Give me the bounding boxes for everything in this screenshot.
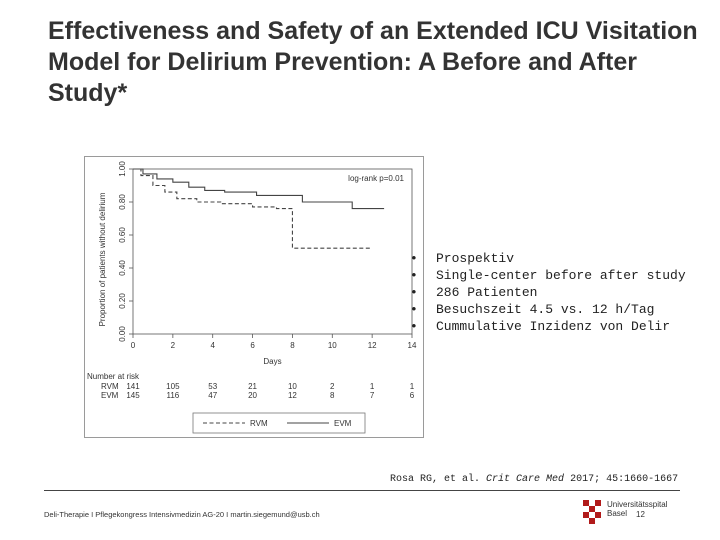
legend-label: RVM bbox=[250, 419, 268, 428]
x-tick-label: 10 bbox=[328, 341, 337, 350]
citation-details: 2017; 45:1660-1667 bbox=[570, 474, 679, 485]
footer-text: Deli-Therapie I Pflegekongress Intensivm… bbox=[44, 510, 320, 519]
page-number: 12 bbox=[636, 510, 645, 519]
y-tick-label: 0.60 bbox=[118, 227, 127, 243]
logrank-annotation: log-rank p=0.01 bbox=[348, 174, 404, 183]
risk-value: 145 bbox=[126, 391, 140, 400]
risk-value: 20 bbox=[248, 391, 257, 400]
legend-label: EVM bbox=[334, 419, 352, 428]
footer-divider bbox=[44, 490, 680, 491]
risk-value: 1 bbox=[370, 382, 375, 391]
risk-value: 47 bbox=[208, 391, 217, 400]
y-axis-label: Proportion of patients without delirium bbox=[98, 192, 107, 326]
risk-value: 141 bbox=[126, 382, 140, 391]
bullet-item: 286 Patienten bbox=[410, 284, 715, 301]
x-tick-label: 14 bbox=[408, 341, 417, 350]
risk-value: 53 bbox=[208, 382, 217, 391]
bullet-item: Besuchszeit 4.5 vs. 12 h/Tag bbox=[410, 301, 715, 318]
km-chart: 0 2 4 6 8 10 12 140.000.200.400.600.801.00Propo… bbox=[87, 161, 417, 434]
risk-table-label: Number at risk bbox=[87, 372, 140, 381]
citation-authors: Rosa RG, et al. bbox=[390, 474, 481, 485]
risk-value: 105 bbox=[166, 382, 180, 391]
logo-line-1: Universitätsspital bbox=[607, 500, 668, 509]
risk-value: 12 bbox=[288, 391, 297, 400]
y-tick-label: 0.80 bbox=[118, 194, 127, 210]
risk-value: 7 bbox=[370, 391, 375, 400]
risk-row-label: RVM bbox=[101, 382, 119, 391]
bullet-item: Cummulative Inzidenz von Delir bbox=[410, 318, 715, 335]
y-tick-label: 0.00 bbox=[118, 326, 127, 342]
risk-row-label: EVM bbox=[101, 391, 119, 400]
citation-journal: Crit Care Med bbox=[486, 474, 565, 485]
risk-value: 1 bbox=[410, 382, 415, 391]
x-tick-label: 6 bbox=[250, 341, 255, 350]
risk-value: 6 bbox=[410, 391, 415, 400]
bullet-item: Single-center before after study bbox=[410, 267, 715, 284]
x-axis-label: Days bbox=[263, 357, 281, 366]
bullet-list: Prospektiv Single-center before after st… bbox=[410, 250, 715, 335]
hospital-emblem-icon bbox=[583, 500, 601, 524]
y-tick-label: 0.20 bbox=[118, 293, 127, 309]
x-tick-label: 2 bbox=[171, 341, 176, 350]
risk-value: 116 bbox=[166, 391, 179, 400]
logo-line-2: Basel bbox=[607, 509, 628, 518]
km-curve-rvm bbox=[133, 168, 373, 249]
plot-frame bbox=[132, 168, 413, 335]
x-tick-label: 4 bbox=[210, 341, 215, 350]
y-tick-label: 1.00 bbox=[118, 161, 127, 177]
risk-value: 8 bbox=[330, 391, 335, 400]
legend-box bbox=[192, 412, 366, 434]
km-figure: 0 2 4 6 8 10 12 14 0.00 0.20 0.40 0.60 0.80 1.00 Propo… bbox=[84, 156, 424, 438]
risk-value: 10 bbox=[288, 382, 297, 391]
risk-value: 21 bbox=[248, 382, 257, 391]
citation: Rosa RG, et al. Crit Care Med 2017; 45:1… bbox=[390, 474, 678, 485]
km-curve-evm bbox=[133, 168, 385, 210]
bullet-item: Prospektiv bbox=[410, 250, 715, 267]
risk-value: 2 bbox=[330, 382, 335, 391]
slide-title: Effectiveness and Safety of an Extended … bbox=[48, 17, 698, 107]
x-tick-label: 8 bbox=[290, 341, 295, 350]
y-tick-label: 0.40 bbox=[118, 260, 127, 276]
logo-text: Universitätsspital Basel bbox=[607, 500, 667, 518]
university-logo: Universitätsspital Basel bbox=[583, 500, 693, 528]
x-tick-label: 0 bbox=[131, 341, 136, 350]
x-tick-label: 12 bbox=[368, 341, 377, 350]
